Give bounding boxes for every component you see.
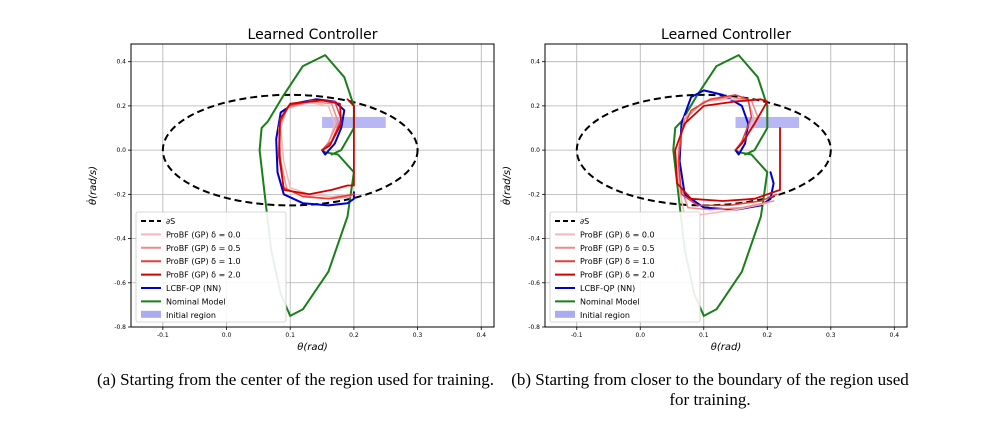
legend-label: Initial region [580,311,630,320]
legend-label: LCBF-QP (NN) [166,284,221,293]
y-tick-label: 0.2 [116,103,126,110]
x-tick-label: 0.2 [349,332,359,339]
legend-label: ProBF (GP) δ = 0.5 [166,244,241,253]
y-tick-label: -0.4 [114,236,126,243]
series-line-lcbf-qp-nn [275,98,355,207]
x-tick-label: -0.1 [571,332,583,339]
legend-box [549,211,701,323]
legend-label: ProBF (GP) δ = 0.5 [580,244,655,253]
legend-swatch-initial-region [141,310,161,318]
legend-label: ∂S [580,217,589,226]
y-tick-label: 0.4 [530,59,540,66]
x-axis-label: θ(rad) [711,342,742,353]
y-tick-label: -0.2 [528,191,540,198]
y-tick-label: -0.8 [114,324,126,331]
chart-panel-a: -0.1 0.0 0.1 0.2 0.3 0.4 -0.8 -0.6 -0.4 -0.2 0.0 0.… [85,27,495,353]
plot-frame [544,43,908,328]
legend-swatch-initial-region [555,310,575,318]
y-axis-label: θ̇(rad/s) [85,166,99,205]
legend-label: Initial region [166,311,216,320]
legend: ∂S ProBF (GP) δ = 0.0 ProBF (GP) δ = 0.5 Pr… [135,211,287,323]
x-axis-label: θ(rad) [297,342,328,353]
x-tick-label: 0.3 [413,332,423,339]
series-line-probf-gp-2-0 [674,98,781,202]
legend: ∂S ProBF (GP) δ = 0.0 ProBF (GP) δ = 0.5 Pr… [549,211,701,323]
legend-label: ProBF (GP) δ = 1.0 [580,257,655,266]
x-tick-label: 0.1 [285,332,295,339]
chart-title: Learned Controller [248,27,378,43]
y-tick-label: 0.0 [530,147,540,154]
y-tick-label: 0.0 [116,147,126,154]
x-tick-label: 0.4 [890,332,900,339]
series-line-probf-gp-2-0 [278,98,355,196]
y-tick-label: 0.4 [116,59,126,66]
y-tick-label: -0.8 [528,324,540,331]
plot-content [575,54,832,317]
caption-b: (b) Starting from closer to the boundary… [511,370,909,409]
legend-label: LCBF-QP (NN) [580,284,635,293]
chart-title: Learned Controller [661,27,791,43]
x-tick-label: 0.2 [763,332,773,339]
plot-content [161,54,419,317]
y-axis-label: θ̇(rad/s) [499,166,513,205]
legend-label: ∂S [166,217,175,226]
series-line-probf-gp-0-0 [677,98,769,218]
y-tick-label: -0.6 [114,280,126,287]
legend-label: Nominal Model [166,297,226,306]
legend-label: ProBF (GP) δ = 0.0 [580,230,655,239]
x-tick-label: -0.1 [157,332,169,339]
y-tick-label: -0.6 [528,280,540,287]
legend-label: ProBF (GP) δ = 2.0 [580,271,655,280]
x-tick-label: 0.0 [635,332,645,339]
series-line-probf-gp-1-0 [277,99,355,200]
plot-frame [130,43,495,328]
safe-set-boundary [161,93,419,207]
legend-label: ProBF (GP) δ = 0.0 [166,230,241,239]
series-line-probf-gp-0-0 [279,101,349,198]
legend-label: Nominal Model [580,297,640,306]
x-tick-label: 0.3 [826,332,836,339]
chart-panel-b: -0.1 0.0 0.1 0.2 0.3 0.4 -0.8 -0.6 -0.4 -0.2 0.0 0.… [499,27,908,353]
x-tick-label: 0.1 [699,332,709,339]
legend-label: ProBF (GP) δ = 2.0 [166,271,241,280]
legend-label: ProBF (GP) δ = 1.0 [166,257,241,266]
y-tick-label: -0.2 [114,191,126,198]
y-tick-label: -0.4 [528,236,540,243]
legend-box [135,211,287,323]
x-tick-label: 0.0 [222,332,232,339]
x-tick-label: 0.4 [476,332,486,339]
y-tick-label: 0.2 [530,103,540,110]
caption-a: (a) Starting from the center of the regi… [96,370,494,389]
